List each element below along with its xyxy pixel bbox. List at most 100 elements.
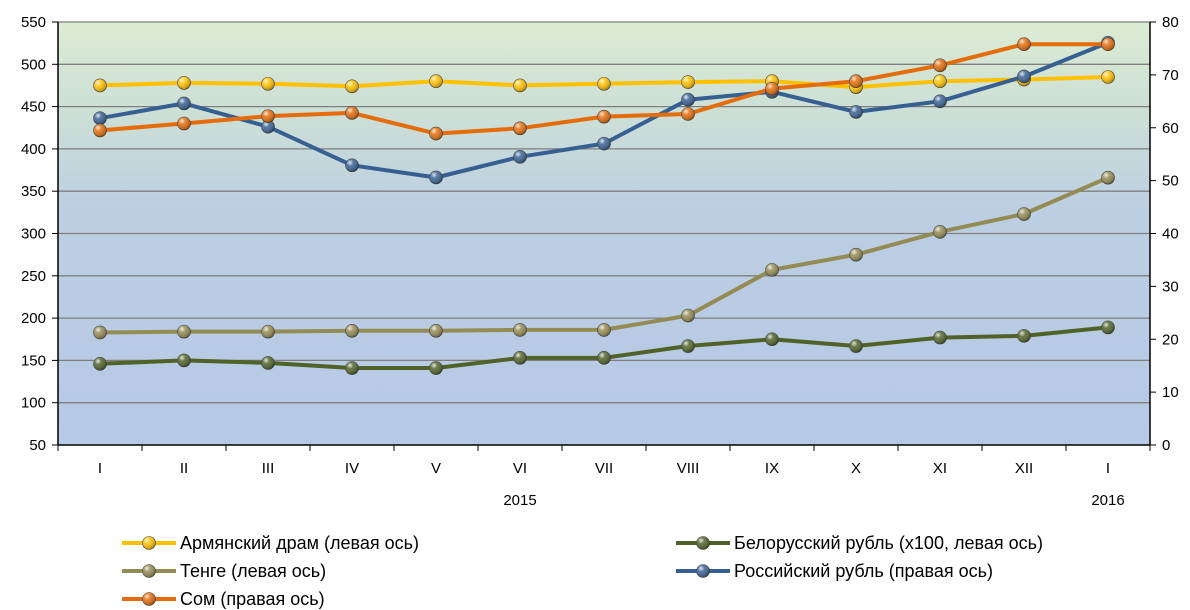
left-tick-label: 550	[21, 14, 46, 31]
data-point-shine	[765, 332, 779, 346]
data-point-shine	[681, 75, 695, 89]
data-point-shine	[849, 74, 863, 88]
x-tick-label: XII	[1015, 460, 1033, 477]
x-tick-label: I	[98, 460, 102, 477]
data-point-shine	[261, 356, 275, 370]
data-point-shine	[261, 325, 275, 339]
data-point-shine	[1017, 329, 1031, 343]
legend-swatch-shine	[696, 536, 710, 550]
x-tick-label: IX	[765, 460, 779, 477]
data-point-shine	[513, 323, 527, 337]
data-point-shine	[933, 331, 947, 345]
x-tick-label: V	[431, 460, 441, 477]
legend-swatch-shine	[142, 536, 156, 550]
data-point-shine	[345, 106, 359, 120]
data-point-shine	[93, 325, 107, 339]
data-point-shine	[849, 248, 863, 262]
data-point-shine	[345, 361, 359, 375]
right-tick-label: 10	[1162, 384, 1179, 401]
year-label: 2016	[1091, 492, 1124, 509]
x-tick-label: IV	[345, 460, 359, 477]
data-point-shine	[513, 150, 527, 164]
legend-label: Российский рубль (правая ось)	[734, 561, 993, 581]
data-point-shine	[261, 77, 275, 91]
left-tick-label: 200	[21, 310, 46, 327]
data-point-shine	[1017, 69, 1031, 83]
data-point-shine	[1017, 37, 1031, 51]
right-tick-label: 20	[1162, 331, 1179, 348]
legend-label: Сом (правая ось)	[180, 589, 325, 609]
data-point-shine	[93, 111, 107, 125]
data-point-shine	[1101, 37, 1115, 51]
right-tick-label: 50	[1162, 173, 1179, 190]
x-tick-label: VI	[513, 460, 527, 477]
data-point-shine	[681, 309, 695, 323]
data-point-shine	[681, 339, 695, 353]
data-point-shine	[345, 324, 359, 338]
year-label: 2015	[503, 492, 536, 509]
data-point-shine	[1101, 171, 1115, 185]
data-point-shine	[1101, 320, 1115, 334]
data-point-shine	[1017, 207, 1031, 221]
data-point-shine	[933, 74, 947, 88]
data-point-shine	[597, 137, 611, 151]
legend-label: Тенге (левая ось)	[180, 561, 326, 581]
legend-label: Армянский драм (левая ось)	[180, 533, 419, 553]
data-point-shine	[177, 96, 191, 110]
data-point-shine	[93, 123, 107, 137]
data-point-shine	[765, 82, 779, 96]
x-tick-label: II	[180, 460, 188, 477]
left-tick-label: 400	[21, 141, 46, 158]
data-point-shine	[261, 120, 275, 134]
left-tick-label: 50	[29, 437, 46, 454]
left-tick-label: 450	[21, 99, 46, 116]
data-point-shine	[429, 74, 443, 88]
data-point-shine	[177, 325, 191, 339]
left-tick-label: 250	[21, 268, 46, 285]
left-tick-label: 100	[21, 395, 46, 412]
right-tick-label: 0	[1162, 437, 1170, 454]
right-tick-label: 60	[1162, 120, 1179, 137]
data-point-shine	[933, 58, 947, 72]
data-point-shine	[429, 361, 443, 375]
data-point-shine	[93, 357, 107, 371]
data-point-shine	[429, 324, 443, 338]
data-point-shine	[513, 121, 527, 135]
series-group	[93, 35, 1115, 375]
legend-swatch-shine	[142, 592, 156, 606]
right-tick-label: 40	[1162, 226, 1179, 243]
left-tick-label: 500	[21, 56, 46, 73]
x-tick-label: VII	[595, 460, 613, 477]
data-point-shine	[681, 93, 695, 107]
right-tick-label: 80	[1162, 14, 1179, 31]
data-point-shine	[429, 127, 443, 141]
data-point-shine	[597, 351, 611, 365]
right-tick-label: 30	[1162, 278, 1179, 295]
data-point-shine	[513, 351, 527, 365]
data-point-shine	[849, 105, 863, 119]
x-tick-label: X	[851, 460, 861, 477]
x-tick-label: XI	[933, 460, 947, 477]
right-tick-label: 70	[1162, 67, 1179, 84]
axes	[52, 21, 1156, 451]
left-tick-label: 300	[21, 226, 46, 243]
x-tick-label: VIII	[677, 460, 700, 477]
data-point-shine	[429, 170, 443, 184]
data-point-shine	[849, 339, 863, 353]
left-tick-label: 150	[21, 352, 46, 369]
data-point-shine	[765, 263, 779, 277]
left-tick-label: 350	[21, 183, 46, 200]
data-point-shine	[177, 353, 191, 367]
data-point-shine	[681, 107, 695, 121]
legend-swatch-shine	[142, 564, 156, 578]
x-tick-label: I	[1106, 460, 1110, 477]
data-point-shine	[597, 110, 611, 124]
data-point-shine	[345, 158, 359, 172]
legend-swatch-shine	[696, 564, 710, 578]
data-point-shine	[513, 78, 527, 92]
data-point-shine	[933, 94, 947, 108]
data-point-shine	[597, 77, 611, 91]
data-point-shine	[261, 109, 275, 123]
data-point-shine	[177, 76, 191, 90]
data-point-shine	[345, 79, 359, 93]
